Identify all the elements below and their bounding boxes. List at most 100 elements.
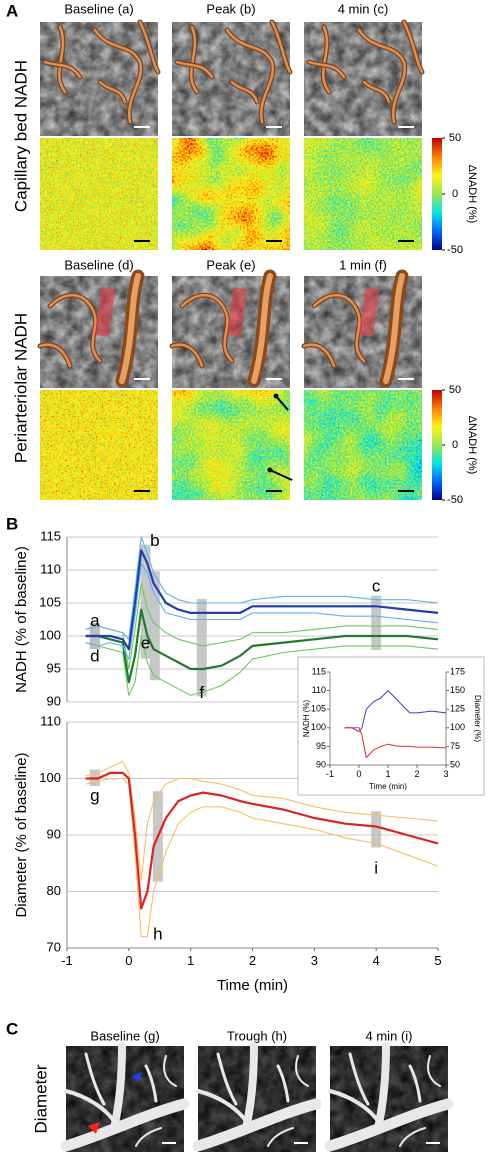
x-axis-label: Time (min) bbox=[217, 977, 288, 994]
y-tick-label: 90 bbox=[47, 826, 61, 841]
x-tick-label: 3 bbox=[311, 953, 318, 968]
vessel bbox=[307, 60, 346, 79]
vessel bbox=[84, 1052, 106, 1106]
y-tick-label: 95 bbox=[47, 660, 61, 675]
column-title: 1 min (f) bbox=[339, 257, 387, 272]
column-title: Baseline (g) bbox=[90, 1028, 159, 1043]
y-tick-label: 110 bbox=[40, 713, 61, 728]
colorbar-label: ΔNADH (%) bbox=[466, 416, 478, 475]
vessel bbox=[322, 25, 331, 94]
y-tick-label: 95 bbox=[316, 741, 326, 751]
vessel bbox=[163, 1055, 177, 1087]
vessel bbox=[427, 1055, 441, 1087]
column-title: Baseline (d) bbox=[64, 257, 133, 272]
vessel bbox=[216, 1052, 238, 1106]
y-tick-label: 110 bbox=[40, 561, 61, 576]
colorbar bbox=[432, 390, 442, 500]
row-label: Diameter bbox=[31, 1064, 50, 1133]
vessel bbox=[93, 28, 143, 124]
vessel bbox=[196, 1089, 250, 1126]
y-tick-label: 115 bbox=[40, 528, 61, 543]
vessel bbox=[60, 1098, 190, 1152]
series-line bbox=[85, 562, 439, 660]
x-tick-label: 3 bbox=[443, 769, 448, 779]
vessel bbox=[48, 294, 102, 363]
roi bbox=[94, 287, 116, 337]
y-axis-label: NADH (% of baseline) bbox=[13, 546, 30, 693]
y-tick-label: 80 bbox=[47, 883, 61, 898]
vessel bbox=[98, 80, 127, 104]
column-title: Peak (e) bbox=[206, 257, 255, 272]
time-window bbox=[196, 599, 207, 697]
x-tick-label: 1 bbox=[187, 953, 194, 968]
y2-tick-label: 50 bbox=[450, 759, 460, 769]
artery bbox=[383, 273, 405, 384]
vessel bbox=[357, 28, 407, 124]
column-title: 4 min (c) bbox=[338, 1, 389, 16]
y-axis-label: NADH (%) bbox=[302, 700, 311, 738]
column-title: Trough (h) bbox=[227, 1028, 287, 1043]
heatmap bbox=[304, 138, 422, 250]
annotation: h bbox=[153, 924, 162, 943]
heatmap bbox=[304, 390, 422, 500]
series-line bbox=[85, 549, 439, 651]
colorbar-tick-label: 0 bbox=[452, 439, 458, 451]
row-label: Capillary bed NADH bbox=[11, 60, 30, 212]
annotation: g bbox=[90, 786, 99, 805]
y-axis-label: Diameter (% of baseline) bbox=[13, 752, 30, 917]
time-window bbox=[149, 571, 160, 681]
y2-tick-label: 175 bbox=[450, 666, 465, 676]
vessel bbox=[43, 60, 82, 79]
annotation: a bbox=[90, 611, 100, 630]
vessels bbox=[174, 19, 293, 128]
vessel bbox=[225, 28, 275, 124]
colorbar-tick-label: 50 bbox=[449, 132, 461, 144]
y2-tick-label: 125 bbox=[450, 704, 465, 714]
vessel bbox=[38, 343, 72, 368]
y-tick-label: 100 bbox=[39, 627, 61, 642]
y-tick-label: 105 bbox=[311, 704, 326, 714]
y2-tick-label: 150 bbox=[450, 685, 465, 695]
heatmap bbox=[40, 138, 158, 250]
vessel bbox=[175, 60, 214, 79]
colorbar-label: ΔNADH (%) bbox=[466, 165, 478, 224]
vessel bbox=[276, 1064, 290, 1103]
y-tick-label: 90 bbox=[47, 693, 61, 708]
arrow-head bbox=[273, 393, 279, 399]
vessels bbox=[324, 1042, 454, 1152]
vessel bbox=[348, 1052, 370, 1106]
x-tick-label: 5 bbox=[434, 953, 441, 968]
vessels bbox=[192, 1042, 322, 1152]
column-title: Peak (b) bbox=[206, 1, 255, 16]
vessels bbox=[60, 1042, 190, 1152]
x-axis-label: Time (min) bbox=[369, 782, 407, 791]
roi bbox=[358, 287, 380, 337]
roi bbox=[226, 287, 248, 337]
colorbar-tick-label: 50 bbox=[449, 384, 461, 396]
marker-arrow bbox=[88, 1122, 100, 1134]
annotation: d bbox=[90, 647, 99, 666]
x-tick-label: 1 bbox=[385, 769, 390, 779]
artery bbox=[119, 273, 141, 384]
panel-letter: C bbox=[6, 1019, 18, 1038]
time-window bbox=[371, 811, 382, 848]
annotation: c bbox=[372, 577, 381, 596]
annotation: i bbox=[374, 858, 378, 877]
annotation: f bbox=[199, 683, 204, 702]
vessels bbox=[37, 269, 150, 388]
colorbar-tick-label: -50 bbox=[447, 244, 463, 256]
vessel bbox=[312, 294, 366, 363]
series-line bbox=[85, 582, 439, 670]
y-tick-label: 100 bbox=[311, 722, 326, 732]
vessel bbox=[58, 25, 67, 94]
series-line bbox=[85, 536, 439, 640]
annotation: e bbox=[141, 633, 150, 652]
x-tick-label: -1 bbox=[61, 953, 73, 968]
y-tick-label: 100 bbox=[39, 770, 61, 785]
colorbar-tick-label: -50 bbox=[447, 494, 463, 506]
column-title: 4 min (i) bbox=[366, 1028, 413, 1043]
arrow-head bbox=[267, 467, 273, 473]
artery bbox=[251, 273, 273, 384]
vessel bbox=[362, 80, 391, 104]
